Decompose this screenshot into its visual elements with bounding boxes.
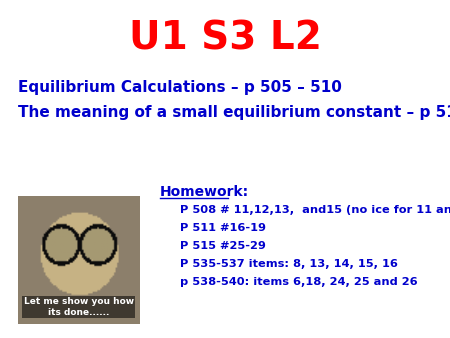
- Text: P 508 # 11,12,13,  and15 (no ice for 11 and 12): P 508 # 11,12,13, and15 (no ice for 11 a…: [180, 205, 450, 215]
- Text: Equilibrium Calculations – p 505 – 510: Equilibrium Calculations – p 505 – 510: [18, 80, 342, 95]
- Text: P 515 #25-29: P 515 #25-29: [180, 241, 266, 251]
- Text: p 538-540: items 6,18, 24, 25 and 26: p 538-540: items 6,18, 24, 25 and 26: [180, 277, 418, 287]
- Text: The meaning of a small equilibrium constant – p 513 - 514: The meaning of a small equilibrium const…: [18, 105, 450, 120]
- Text: P 535-537 items: 8, 13, 14, 15, 16: P 535-537 items: 8, 13, 14, 15, 16: [180, 259, 398, 269]
- Text: Let me show you how
its done......: Let me show you how its done......: [24, 297, 134, 317]
- Text: P 511 #16-19: P 511 #16-19: [180, 223, 266, 233]
- Text: U1 S3 L2: U1 S3 L2: [129, 20, 321, 58]
- Text: Homework:: Homework:: [160, 185, 249, 199]
